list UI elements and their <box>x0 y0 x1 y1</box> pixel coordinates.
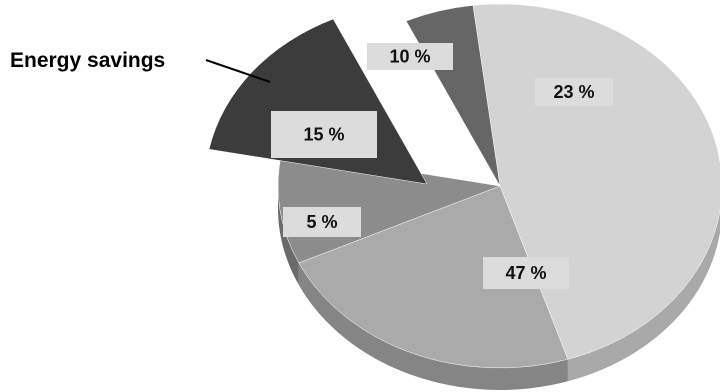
callout: Energy savings <box>10 49 271 83</box>
slice-label: 23 % <box>553 82 594 102</box>
slice-label-box <box>367 43 453 70</box>
slice-label-box <box>283 207 361 237</box>
slice-label: 47 % <box>505 263 546 283</box>
slice-tops <box>208 3 720 369</box>
callout-leader-line <box>205 59 271 83</box>
slice-label-box <box>535 78 613 106</box>
slice-label-box <box>271 111 377 158</box>
slice-label-box <box>483 257 569 289</box>
callout-label: Energy savings <box>10 49 165 72</box>
slice-side <box>298 262 568 390</box>
slice-side <box>278 186 299 285</box>
slice-side <box>567 209 720 382</box>
slice-label: 5 % <box>306 212 337 232</box>
pie-slice <box>298 185 569 369</box>
slice-label: 10 % <box>389 47 430 67</box>
slice-labels: 47 % 23 % 10 % 15 % 5 % <box>271 43 613 289</box>
slice-label: 15 % <box>303 125 344 145</box>
